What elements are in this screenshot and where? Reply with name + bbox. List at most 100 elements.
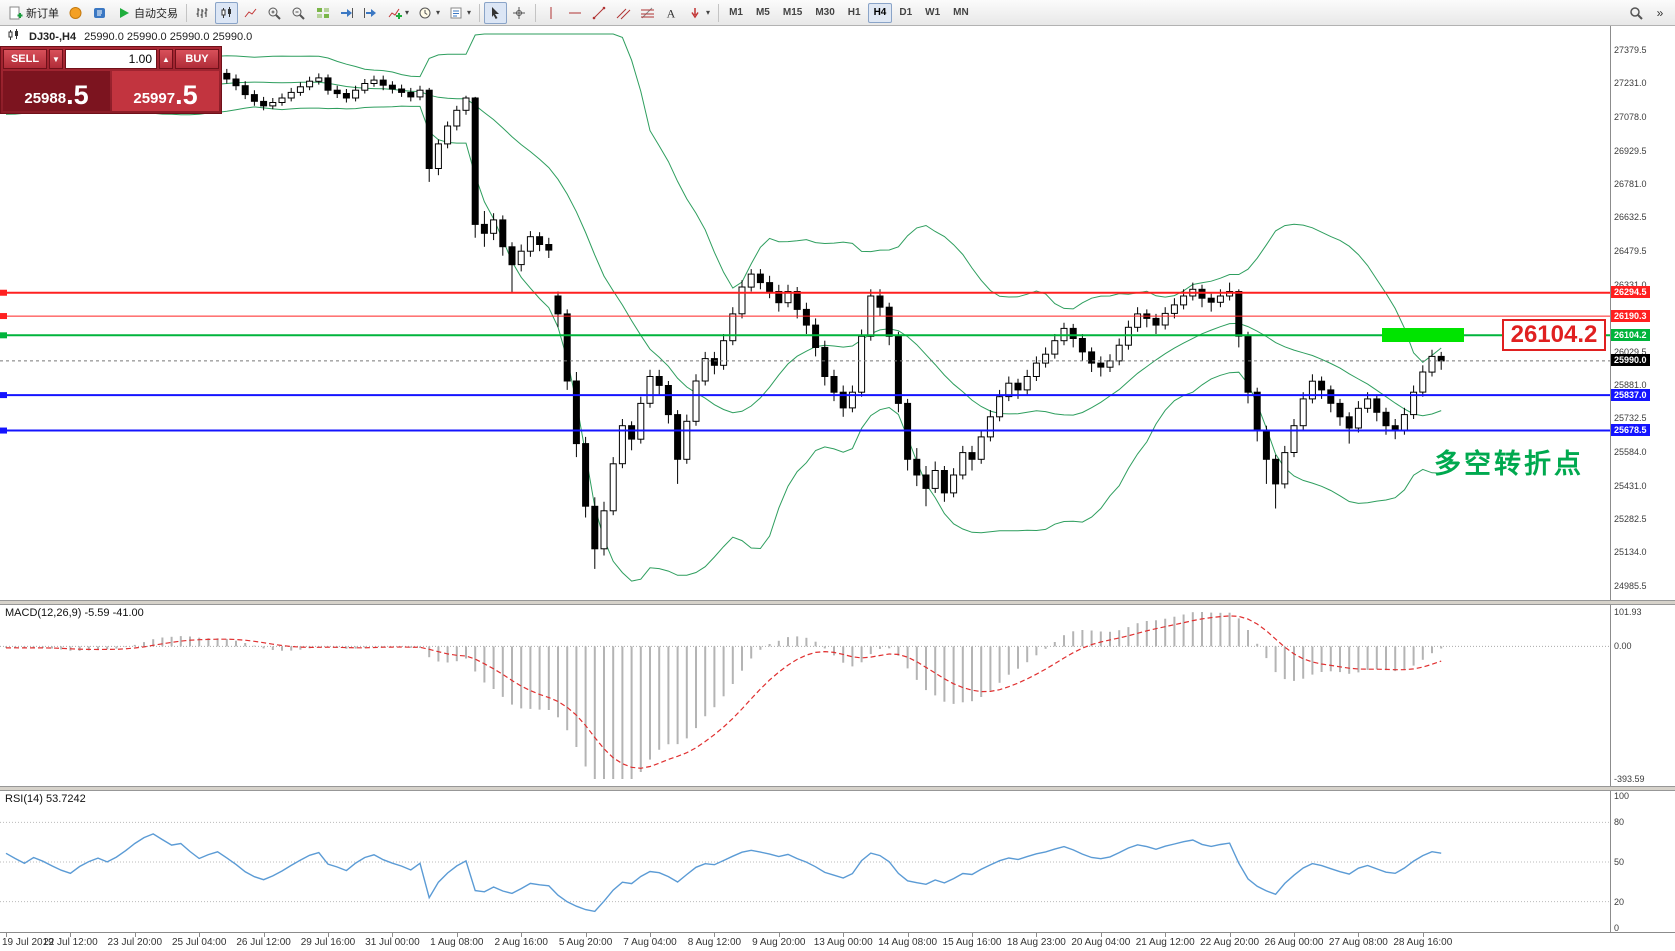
sell-price-button[interactable]: 25988.5 bbox=[3, 71, 110, 111]
timeframe-h4-button[interactable]: H4 bbox=[867, 2, 893, 23]
market-watch-button[interactable] bbox=[64, 2, 87, 24]
time-tick bbox=[1294, 933, 1295, 937]
time-axis-label: 21 Aug 12:00 bbox=[1135, 937, 1195, 948]
time-axis-label: 9 Aug 20:00 bbox=[752, 937, 806, 948]
chart-window: DJ30-,H4 25990.0 25990.0 25990.0 25990.0… bbox=[0, 26, 1675, 951]
fibonacci-button[interactable] bbox=[636, 2, 659, 24]
new-order-icon bbox=[8, 6, 23, 20]
tile-windows-button[interactable] bbox=[311, 2, 334, 24]
toolbar-separator bbox=[479, 3, 481, 22]
timeframe-m5-button[interactable]: M5 bbox=[755, 7, 770, 18]
price-tick: 26331.0 bbox=[1614, 279, 1647, 290]
new-order-button[interactable]: 新订单 bbox=[4, 2, 63, 24]
sell-dropdown-button[interactable]: ▼ bbox=[49, 49, 63, 69]
search-button[interactable] bbox=[1625, 2, 1648, 24]
time-axis-label: 22 Aug 20:00 bbox=[1200, 937, 1260, 948]
symbol-info-bar: DJ30-,H4 25990.0 25990.0 25990.0 25990.0 bbox=[6, 28, 252, 45]
time-axis-label: 25 Jul 04:00 bbox=[171, 937, 227, 948]
price-line-label: 26104.2 bbox=[1611, 328, 1650, 341]
buy-button[interactable]: BUY bbox=[175, 49, 219, 69]
vertical-line-button[interactable] bbox=[540, 2, 563, 24]
buy-price-button[interactable]: 25997.5 bbox=[112, 71, 219, 111]
trendline-button[interactable] bbox=[588, 2, 611, 24]
timeframe-d1-button[interactable]: D1 bbox=[899, 7, 913, 18]
crosshair-button[interactable] bbox=[508, 2, 531, 24]
price-tick: 24985.5 bbox=[1614, 580, 1647, 591]
hline-left-marker bbox=[0, 392, 7, 399]
crosshair-icon bbox=[512, 6, 527, 20]
highlight-rectangle[interactable] bbox=[1382, 328, 1464, 343]
price-axis[interactable]: 27379.5 27231.0 27078.0 26929.5 26781.0 26632… bbox=[1610, 26, 1675, 951]
scroll-to-end-icon bbox=[339, 6, 354, 20]
periods-button[interactable]: ▾ bbox=[414, 2, 444, 24]
time-tick bbox=[456, 933, 458, 937]
time-tick bbox=[1229, 933, 1231, 937]
metaeditor-button[interactable] bbox=[88, 2, 111, 24]
scroll-to-end-button[interactable] bbox=[335, 2, 358, 24]
chevron-up-icon: ▲ bbox=[162, 54, 170, 64]
main-chart-canvas[interactable] bbox=[0, 26, 1675, 951]
horizontal-line-icon bbox=[568, 6, 583, 20]
macd-panel-divider[interactable] bbox=[0, 600, 1675, 605]
zoom-out-button[interactable] bbox=[287, 2, 310, 24]
time-axis-label: 14 Aug 08:00 bbox=[878, 937, 938, 948]
timeframe-w1-button[interactable]: W1 bbox=[925, 7, 941, 18]
clock-icon bbox=[418, 6, 433, 20]
time-axis-label: 26 Aug 00:00 bbox=[1264, 937, 1324, 948]
zoom-in-button[interactable] bbox=[263, 2, 286, 24]
time-axis[interactable]: 19 Jul 2019 22 Jul 12:00 23 Jul 20:00 25 Ju… bbox=[0, 932, 1675, 951]
bar-chart-button[interactable] bbox=[191, 2, 214, 24]
timeframe-m1-button[interactable]: M1 bbox=[729, 7, 743, 18]
time-axis-label: 18 Aug 23:00 bbox=[1006, 937, 1066, 948]
arrow-tools-button[interactable]: ▾ bbox=[684, 2, 714, 24]
channel-button[interactable] bbox=[612, 2, 635, 24]
channel-icon bbox=[616, 6, 631, 20]
volume-input[interactable]: 1.00 bbox=[65, 49, 157, 69]
time-tick bbox=[907, 933, 909, 937]
time-tick bbox=[1036, 933, 1038, 937]
volume-spinner-up[interactable]: ▲ bbox=[159, 49, 173, 69]
auto-trading-button[interactable]: 自动交易 bbox=[112, 2, 182, 24]
trendline-icon bbox=[592, 6, 607, 20]
chart-shift-icon bbox=[363, 6, 378, 20]
timeframe-h1-button[interactable]: H1 bbox=[847, 7, 861, 18]
chevron-down-icon: ▾ bbox=[405, 7, 410, 17]
play-icon bbox=[116, 6, 131, 20]
time-tick bbox=[134, 933, 136, 937]
price-tick: 25134.0 bbox=[1614, 547, 1647, 558]
toolbar-separator bbox=[718, 3, 720, 22]
line-chart-button[interactable] bbox=[239, 2, 262, 24]
chevron-down-icon: ▾ bbox=[706, 7, 711, 17]
time-axis-label: 26 Jul 12:00 bbox=[236, 937, 291, 948]
chart-shift-button[interactable] bbox=[359, 2, 382, 24]
timeframe-m15-button[interactable]: M15 bbox=[782, 7, 803, 18]
cursor-button[interactable] bbox=[484, 1, 508, 24]
hline-left-marker bbox=[0, 313, 7, 320]
timeframe-mn-button[interactable]: MN bbox=[953, 7, 969, 18]
price-tick: 26781.0 bbox=[1614, 178, 1647, 189]
chart-icon bbox=[6, 28, 21, 45]
timeframe-m30-button[interactable]: M30 bbox=[815, 7, 835, 18]
current-price-label: 25990.0 bbox=[1611, 354, 1650, 367]
toolbar-overflow-button[interactable]: » bbox=[1649, 2, 1671, 24]
rsi-axis-label: 20 bbox=[1614, 896, 1625, 907]
templates-button[interactable]: ▾ bbox=[445, 2, 475, 24]
price-tick: 26632.5 bbox=[1614, 212, 1647, 223]
horizontal-line-button[interactable] bbox=[564, 2, 587, 24]
turning-point-note[interactable]: 多空转折点 bbox=[1434, 449, 1584, 479]
candlestick-chart-button[interactable] bbox=[215, 1, 238, 24]
rsi-panel-divider[interactable] bbox=[0, 786, 1675, 791]
sell-button[interactable]: SELL bbox=[3, 49, 47, 69]
text-button[interactable]: A bbox=[660, 2, 683, 24]
time-axis-label: 31 Jul 00:00 bbox=[365, 937, 420, 948]
time-tick bbox=[70, 933, 72, 937]
sell-price-main: 25988 bbox=[24, 89, 67, 107]
pivot-price-callout[interactable]: 26104.2 bbox=[1502, 319, 1606, 351]
time-tick bbox=[392, 933, 394, 937]
chevron-down-icon: ▾ bbox=[436, 7, 441, 17]
chevron-down-icon: ▼ bbox=[52, 54, 60, 64]
indicators-button[interactable]: ▾ bbox=[383, 2, 413, 24]
template-icon bbox=[449, 6, 464, 20]
macd-axis-label: 101.93 bbox=[1614, 607, 1642, 617]
price-tick: 27078.0 bbox=[1614, 112, 1647, 123]
